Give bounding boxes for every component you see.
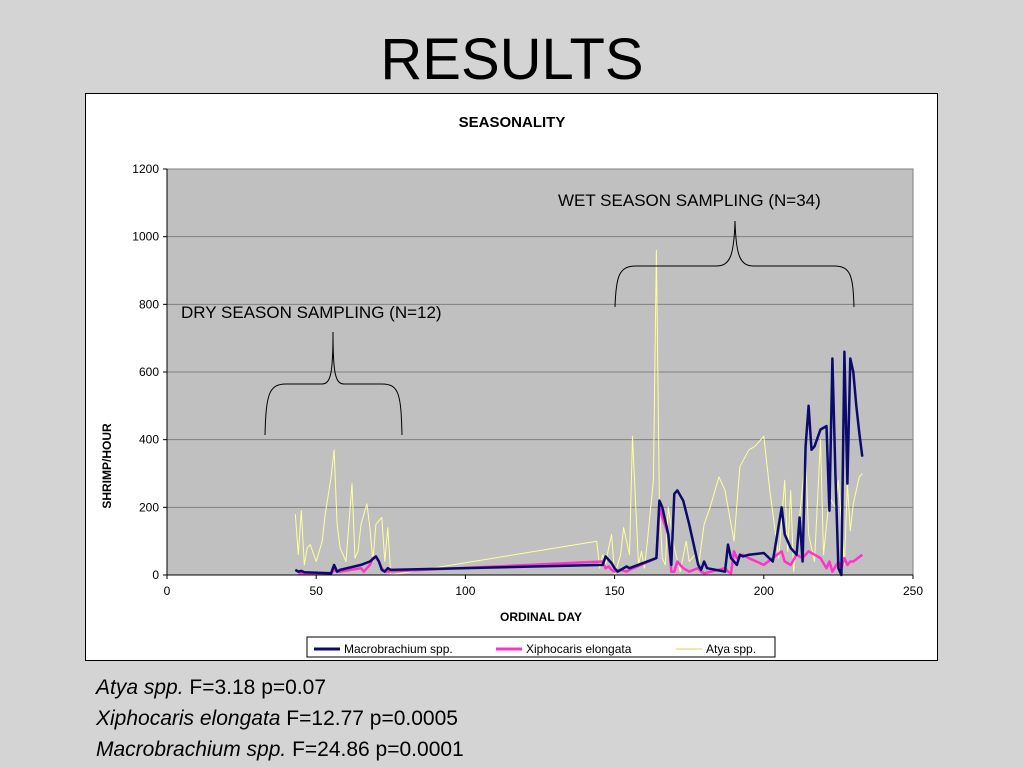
y-tick-label: 800	[139, 297, 159, 311]
y-tick-label: 1000	[132, 230, 159, 244]
series-line-xiphocaris	[298, 506, 864, 575]
series-line-atya	[294, 249, 863, 576]
dry-season-brace	[264, 331, 403, 436]
series-line-macrobrachium	[294, 350, 864, 577]
chart-frame: SEASONALITY 0 200 400 600 800 1000 1200 0 50 100 1…	[85, 93, 938, 661]
x-tick-label: 250	[903, 584, 923, 598]
dry-season-annotation: DRY SEASON SAMPLING (N=12)	[181, 303, 442, 322]
seasonality-chart: SEASONALITY 0 200 400 600 800 1000 1200 0 50 100 1…	[100, 114, 923, 658]
stat-species: Macrobrachium spp.	[96, 738, 287, 761]
stat-line-xiphocaris: Xiphocaris elongata F=12.77 p=0.0005	[96, 703, 464, 734]
stat-species: Atya spp.	[96, 676, 184, 699]
stat-species: Xiphocaris elongata	[96, 707, 281, 730]
x-tick-label: 50	[310, 584, 324, 598]
stat-line-atya: Atya spp. F=3.18 p=0.07	[96, 672, 464, 703]
slide-title: RESULTS	[380, 27, 644, 92]
stat-result: F=3.18 p=0.07	[183, 676, 327, 699]
legend-label-macrobrachium: Macrobrachium spp.	[344, 642, 453, 656]
stat-result: F=12.77 p=0.0005	[280, 707, 458, 730]
wet-season-brace	[614, 220, 855, 308]
y-tick-label: 1200	[132, 162, 159, 176]
stat-result: F=24.86 p=0.0001	[286, 738, 464, 761]
x-tick-label: 0	[164, 584, 171, 598]
wet-season-annotation: WET SEASON SAMPLING (N=34)	[558, 191, 821, 210]
y-axis-label: SHRIMP/HOUR	[100, 423, 114, 509]
x-tick-label: 100	[455, 584, 475, 598]
y-tick-label: 200	[139, 500, 159, 514]
x-tick-label: 150	[605, 584, 625, 598]
y-tick-label: 0	[152, 568, 159, 582]
x-axis-label: ORDINAL DAY	[500, 610, 582, 624]
stat-line-macrobrachium: Macrobrachium spp. F=24.86 p=0.0001	[96, 734, 464, 765]
x-tick-label: 200	[754, 584, 774, 598]
legend: Macrobrachium spp. Xiphocaris elongata A…	[306, 636, 776, 658]
y-tick-label: 400	[139, 433, 159, 447]
legend-label-atya: Atya spp.	[706, 642, 756, 656]
chart-title: SEASONALITY	[459, 114, 566, 131]
y-tick-label: 600	[139, 365, 159, 379]
legend-label-xiphocaris: Xiphocaris elongata	[526, 642, 632, 656]
statistics-block: Atya spp. F=3.18 p=0.07 Xiphocaris elong…	[96, 672, 464, 765]
